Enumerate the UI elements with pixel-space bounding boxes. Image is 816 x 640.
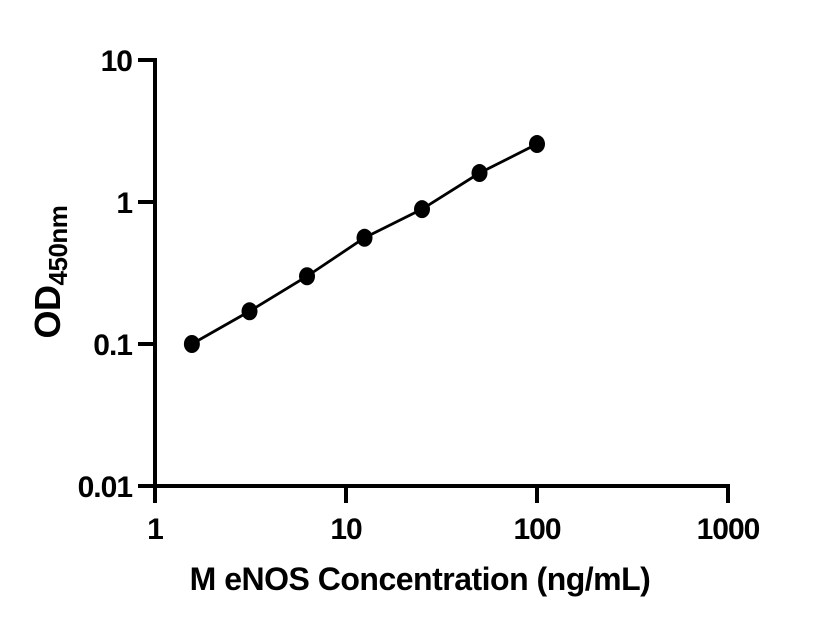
x-tick-label: 100 (513, 513, 560, 546)
y-axis-title-subscript: 450nm (43, 205, 73, 286)
data-point (183, 335, 200, 353)
x-axis-title: M eNOS Concentration (ng/mL) (189, 561, 651, 597)
data-point (241, 302, 258, 321)
x-tick-label: 1 (147, 513, 163, 546)
x-tick-label: 10 (330, 513, 362, 546)
y-tick-label: 0.1 (93, 329, 132, 362)
x-tick-label: 1000 (697, 513, 760, 546)
data-point (471, 164, 488, 183)
y-axis-title: OD450nm (26, 122, 73, 422)
y-tick-label: 0.01 (78, 471, 133, 504)
y-axis-title-main: OD (27, 285, 68, 339)
data-point (414, 200, 431, 219)
data-point (356, 228, 373, 247)
y-tick-label: 10 (101, 45, 133, 78)
data-point (299, 267, 316, 286)
y-tick-label: 1 (116, 187, 132, 220)
data-point (529, 135, 545, 154)
